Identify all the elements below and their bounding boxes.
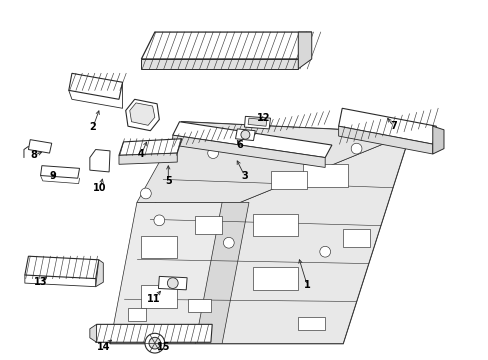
Text: 6: 6 — [236, 140, 243, 150]
Polygon shape — [235, 129, 255, 140]
Polygon shape — [125, 99, 159, 131]
Polygon shape — [25, 256, 99, 279]
Circle shape — [167, 278, 178, 288]
Text: 1: 1 — [303, 280, 310, 291]
Circle shape — [140, 188, 151, 199]
Circle shape — [207, 148, 218, 158]
Polygon shape — [137, 122, 409, 202]
Text: 9: 9 — [49, 171, 56, 181]
Text: 11: 11 — [147, 294, 161, 304]
Bar — [128, 308, 145, 321]
Polygon shape — [172, 122, 331, 158]
Bar — [253, 213, 298, 236]
Circle shape — [223, 237, 234, 248]
Polygon shape — [338, 108, 435, 144]
Circle shape — [241, 130, 249, 139]
Polygon shape — [110, 122, 409, 343]
Text: 14: 14 — [96, 342, 110, 352]
Text: 2: 2 — [89, 122, 96, 132]
Circle shape — [149, 337, 161, 349]
Bar — [188, 299, 210, 312]
Polygon shape — [28, 140, 52, 153]
Polygon shape — [338, 126, 432, 154]
Circle shape — [144, 333, 164, 353]
Text: 8: 8 — [30, 150, 37, 160]
Polygon shape — [69, 73, 122, 99]
Polygon shape — [90, 149, 110, 172]
Polygon shape — [158, 276, 187, 290]
Circle shape — [350, 143, 361, 154]
Circle shape — [284, 145, 294, 156]
Polygon shape — [213, 133, 409, 343]
Circle shape — [319, 246, 330, 257]
Polygon shape — [110, 202, 240, 343]
Polygon shape — [96, 324, 212, 342]
Polygon shape — [129, 103, 155, 125]
Polygon shape — [119, 139, 182, 156]
Text: 3: 3 — [241, 171, 247, 180]
Polygon shape — [119, 153, 177, 164]
Polygon shape — [244, 116, 270, 129]
Polygon shape — [195, 202, 248, 343]
Bar — [141, 285, 177, 308]
Polygon shape — [432, 126, 443, 154]
Bar — [343, 229, 369, 247]
Text: 5: 5 — [164, 176, 171, 186]
Bar — [302, 164, 347, 187]
Bar — [141, 236, 177, 258]
Text: 4: 4 — [138, 149, 144, 159]
Bar — [271, 171, 306, 189]
Polygon shape — [172, 135, 325, 167]
Polygon shape — [141, 59, 298, 69]
Text: 15: 15 — [157, 342, 170, 352]
Text: 10: 10 — [93, 183, 107, 193]
Polygon shape — [90, 324, 96, 342]
Circle shape — [154, 215, 164, 226]
Text: 12: 12 — [256, 113, 269, 123]
Text: 7: 7 — [389, 121, 396, 131]
Polygon shape — [141, 32, 311, 59]
Text: 13: 13 — [34, 277, 47, 287]
Bar — [298, 317, 325, 330]
Bar — [253, 267, 298, 290]
Polygon shape — [96, 260, 103, 287]
Bar — [195, 216, 222, 234]
Polygon shape — [41, 166, 80, 178]
Polygon shape — [298, 32, 311, 69]
Polygon shape — [247, 118, 266, 126]
